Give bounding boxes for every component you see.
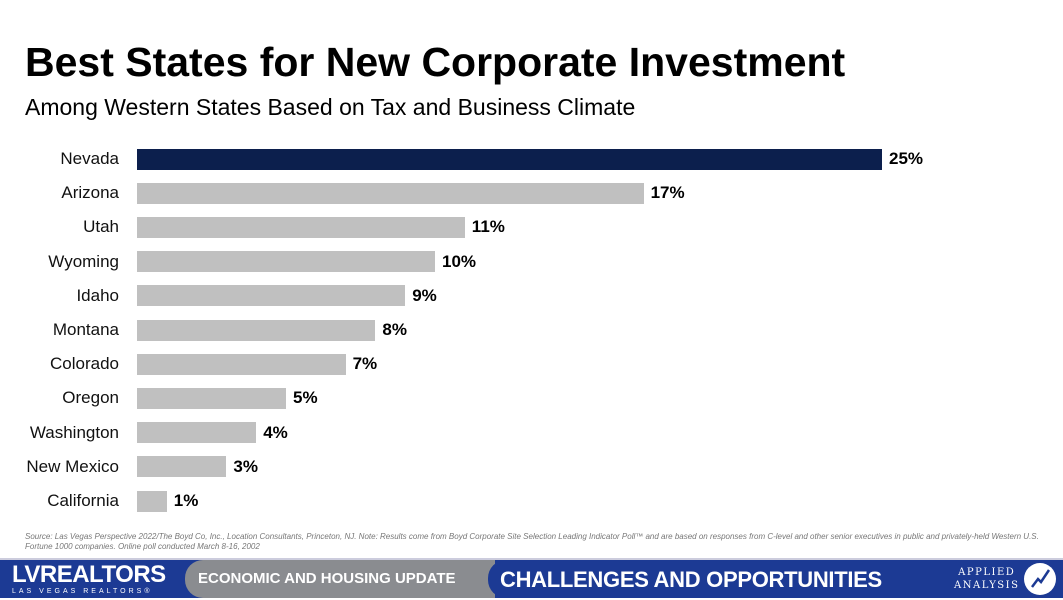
category-label: Colorado <box>50 354 119 374</box>
lvrealtors-logo: LVREALTORS LAS VEGAS REALTORS® <box>12 563 166 596</box>
value-label: 3% <box>233 456 258 476</box>
bar-chart: Nevada 25% Arizona 17% Utah 11% Wyoming 10% Idah… <box>0 140 1063 520</box>
category-label: Washington <box>29 422 119 442</box>
bar <box>137 148 882 170</box>
chart-subtitle: Among Western States Based on Tax and Bu… <box>25 94 636 120</box>
logo-subtext: LAS VEGAS REALTORS® <box>12 588 153 595</box>
bar <box>137 319 376 341</box>
applied-analysis-logo: APPLIED ANALYSIS <box>954 566 1019 592</box>
value-label: 5% <box>293 388 318 408</box>
value-label: 1% <box>173 491 199 510</box>
bar <box>137 353 346 375</box>
category-label: New Mexico <box>26 456 119 476</box>
value-label: 25% <box>889 149 924 168</box>
bar <box>137 285 406 307</box>
applied-analysis-mark-icon <box>1024 563 1056 595</box>
brand-line1: APPLIED <box>958 567 1016 578</box>
value-label: 8% <box>382 320 407 339</box>
category-label: Wyoming <box>48 251 119 271</box>
section-label: ECONOMIC AND HOUSING UPDATE <box>198 570 456 587</box>
value-label: 17% <box>650 183 685 203</box>
bar <box>137 182 644 204</box>
footer-banner: LVREALTORS LAS VEGAS REALTORS® ECONOMIC … <box>0 558 1063 598</box>
value-label: 10% <box>442 251 477 271</box>
category-label: Nevada <box>60 149 119 168</box>
logo-text: LVREALTORS <box>12 561 166 588</box>
category-label: Utah <box>83 217 119 237</box>
value-label: 11% <box>471 217 505 237</box>
source-note: Source: Las Vegas Perspective 2022/The B… <box>25 532 1039 551</box>
bar <box>137 251 435 273</box>
category-label: Arizona <box>61 183 119 203</box>
chart-title: Best States for New Corporate Investment <box>25 39 846 85</box>
section-pill <box>185 560 495 598</box>
value-label: 4% <box>263 422 288 442</box>
bar <box>137 387 286 409</box>
category-label: Idaho <box>76 285 119 305</box>
bar <box>137 456 227 478</box>
value-label: 9% <box>412 285 437 305</box>
bar <box>137 422 257 444</box>
value-label: 7% <box>352 354 378 374</box>
category-label: California <box>47 491 119 510</box>
headline-label: CHALLENGES AND OPPORTUNITIES <box>500 567 882 592</box>
bar <box>137 216 465 238</box>
bar <box>137 490 167 512</box>
category-label: Oregon <box>62 388 119 408</box>
headline-pill <box>488 560 948 598</box>
category-label: Montana <box>52 320 119 339</box>
brand-line2: ANALYSIS <box>954 580 1020 591</box>
